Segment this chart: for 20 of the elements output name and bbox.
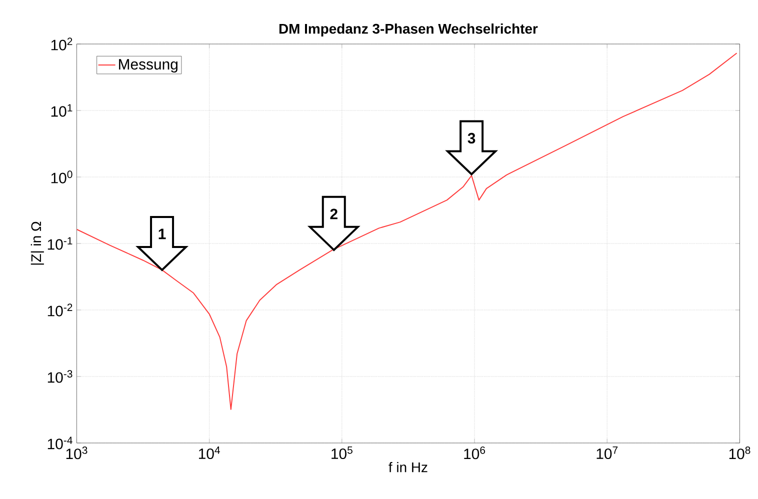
chart-title: DM Impedanz 3-Phasen Wechselrichter [279, 23, 538, 36]
y-tick-label: 10$^{1}$ [51, 104, 72, 117]
x-tick-label: 10$^{3}$ [66, 446, 88, 460]
y-tick-label: 10$^{-2}$ [48, 304, 72, 316]
y-tick-label: 10$^{2}$ [51, 38, 72, 50]
y-axis-title: |Z| in Ω [30, 222, 44, 265]
annotation: 2 [330, 208, 338, 220]
y-tick-label: 10$^{-3}$ [48, 370, 72, 383]
x-tick-label: 10$^{6}$ [464, 446, 486, 460]
x-tick-label: 10$^{7}$ [596, 446, 618, 460]
x-tick-label: 10$^{4}$ [198, 446, 220, 460]
legend-label: Messung [119, 59, 178, 73]
x-axis-title: f in Hz [388, 462, 428, 472]
y-tick-label: 10$^{0}$ [51, 170, 72, 184]
y-tick-label: 10$^{-4}$ [48, 436, 72, 450]
annotation: 1 [158, 228, 166, 240]
annotation: 3 [468, 132, 476, 144]
x-tick-label: 10$^{5}$ [332, 446, 352, 460]
x-tick-label: 10$^{8}$ [729, 446, 750, 460]
y-tick-label: 10$^{-1}$ [48, 237, 72, 250]
